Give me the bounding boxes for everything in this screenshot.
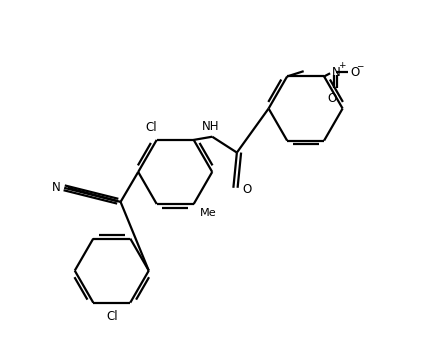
Text: NH: NH xyxy=(201,120,219,133)
Text: Cl: Cl xyxy=(145,121,157,134)
Text: N: N xyxy=(52,180,60,194)
Text: +: + xyxy=(337,61,345,71)
Text: N: N xyxy=(331,66,340,79)
Text: O: O xyxy=(326,92,336,105)
Text: O: O xyxy=(242,183,251,196)
Text: Cl: Cl xyxy=(106,310,117,323)
Text: O: O xyxy=(349,66,358,79)
Text: Me: Me xyxy=(200,208,216,218)
Text: −: − xyxy=(356,61,363,71)
